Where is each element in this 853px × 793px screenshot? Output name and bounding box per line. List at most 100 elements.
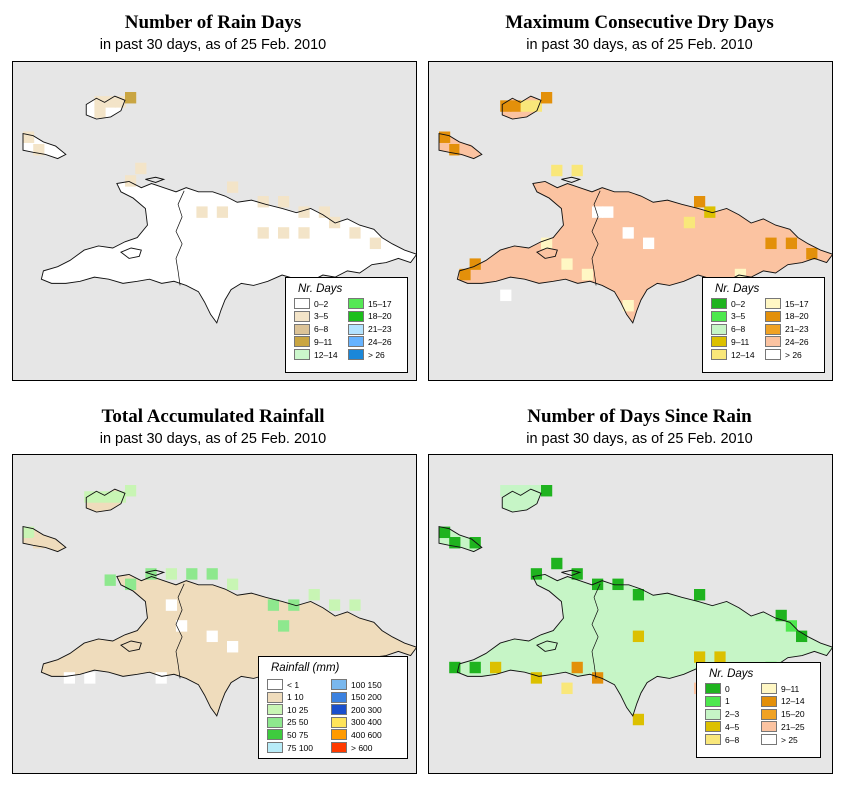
grid-cell	[125, 175, 137, 187]
grid-cell	[806, 248, 818, 260]
legend-item: 21–25	[761, 721, 805, 733]
gonave-island	[535, 247, 558, 259]
legend-item: 1 10	[267, 691, 304, 703]
map-total-rainfall	[22, 485, 416, 717]
grid-cell	[520, 100, 532, 112]
grid-cell	[592, 672, 604, 684]
legend-label: 24–26	[368, 336, 392, 347]
map-layer	[438, 485, 832, 726]
legend-label: 6–8	[314, 324, 329, 335]
legend-swatch	[294, 349, 310, 361]
grid-cell	[632, 630, 645, 643]
inagua-coastline	[85, 488, 126, 513]
legend-label: < 1	[287, 679, 300, 690]
grid-cell	[278, 227, 290, 239]
country-border	[591, 190, 601, 286]
grid-cell	[459, 144, 471, 156]
grid-cell	[278, 620, 290, 632]
grid-cell	[94, 491, 106, 503]
panel-dry-days: Maximum Consecutive Dry Days in past 30 …	[426, 0, 853, 390]
legend-item: 12–14	[711, 349, 755, 361]
legend-swatch	[267, 729, 283, 741]
gonave-island	[119, 247, 142, 259]
grid-cell	[469, 258, 481, 270]
gonave-island	[119, 640, 142, 652]
legend-item: 300 400	[331, 716, 382, 728]
grid-cell	[23, 526, 35, 539]
legend-label: 15–20	[781, 709, 805, 720]
legend-item: 50 75	[267, 729, 308, 741]
cuba-coastline	[22, 133, 67, 160]
grid-cell	[206, 630, 218, 643]
grid-cell	[206, 568, 218, 580]
grid-cell	[216, 206, 229, 218]
legend-swatch	[711, 323, 727, 335]
legend-label: 12–14	[731, 349, 755, 360]
legend-swatch	[348, 323, 364, 335]
legend-item: 100 150	[331, 679, 382, 690]
grid-cell	[104, 96, 116, 108]
grid-cell	[94, 106, 106, 118]
legend-item: 18–20	[765, 310, 809, 322]
legend-swatch	[705, 721, 721, 733]
legend-item: 0	[705, 683, 730, 694]
grid-cell	[571, 661, 583, 674]
legend: Rainfall (mm) < 1 1 10 10 25 25 50 50 75 75 1…	[258, 656, 408, 759]
grid-cell	[551, 557, 563, 570]
grid-cell	[23, 131, 35, 143]
cuba-coastline	[438, 133, 483, 160]
legend-item: 15–20	[761, 708, 805, 720]
cuba-coastline	[438, 526, 483, 553]
legend-title: Rainfall (mm)	[271, 662, 340, 674]
grid-cell	[765, 237, 777, 250]
grid-cell	[84, 672, 96, 684]
grid-cell	[500, 485, 512, 497]
legend-item: 6–8	[711, 323, 746, 335]
grid-cell	[785, 237, 798, 250]
legend-label: 21–23	[785, 324, 809, 335]
inagua-coastline	[501, 488, 542, 513]
legend-swatch	[331, 691, 347, 703]
panel-title: Total Accumulated Rainfall	[101, 406, 325, 427]
grid-cell	[632, 713, 645, 726]
legend-swatch	[294, 323, 310, 335]
legend-swatch	[348, 298, 364, 309]
grid-cell	[227, 181, 239, 193]
legend-item: 3–5	[711, 310, 745, 322]
grid-cell	[257, 196, 269, 208]
legend-item: 4–5	[705, 721, 739, 733]
map-days-since-rain	[438, 485, 832, 726]
grid-cell	[551, 164, 563, 177]
legend-item: 200 300	[331, 704, 382, 716]
grid-cell	[33, 537, 45, 549]
grid-cell	[227, 641, 239, 653]
legend-item: 15–17	[348, 298, 392, 309]
legend-title: Nr. Days	[298, 283, 343, 295]
legend-label: 2–3	[725, 709, 740, 720]
grid-cell	[104, 574, 116, 586]
legend-swatch	[331, 729, 347, 741]
panel-title: Number of Rain Days	[124, 12, 302, 33]
legend-swatch	[765, 349, 781, 361]
legend-item: 0–2	[711, 298, 745, 309]
grid-cell	[775, 609, 787, 622]
legend-label: 0	[725, 683, 730, 694]
inagua-coastline	[85, 95, 126, 120]
panel-total-rainfall: Total Accumulated Rainfall in past 30 da…	[0, 396, 426, 793]
grid-cell	[84, 491, 96, 503]
grid-cell	[541, 485, 553, 497]
legend-swatch	[348, 310, 364, 322]
legend-label: > 26	[368, 349, 385, 360]
grid-cell	[541, 92, 553, 104]
map-dry-days	[438, 92, 832, 324]
grid-cell	[530, 568, 543, 580]
legend-label: 400 600	[351, 729, 382, 740]
legend-swatch	[267, 704, 283, 716]
map-layer	[22, 485, 416, 717]
legend-label: 6–8	[731, 324, 746, 335]
legend-title: Nr. Days	[715, 283, 760, 295]
legend-label: 21–25	[781, 721, 805, 732]
grid-cell	[349, 599, 361, 611]
grid-cell	[298, 206, 310, 218]
panel-subtitle: in past 30 days, as of 25 Feb. 2010	[99, 431, 327, 447]
